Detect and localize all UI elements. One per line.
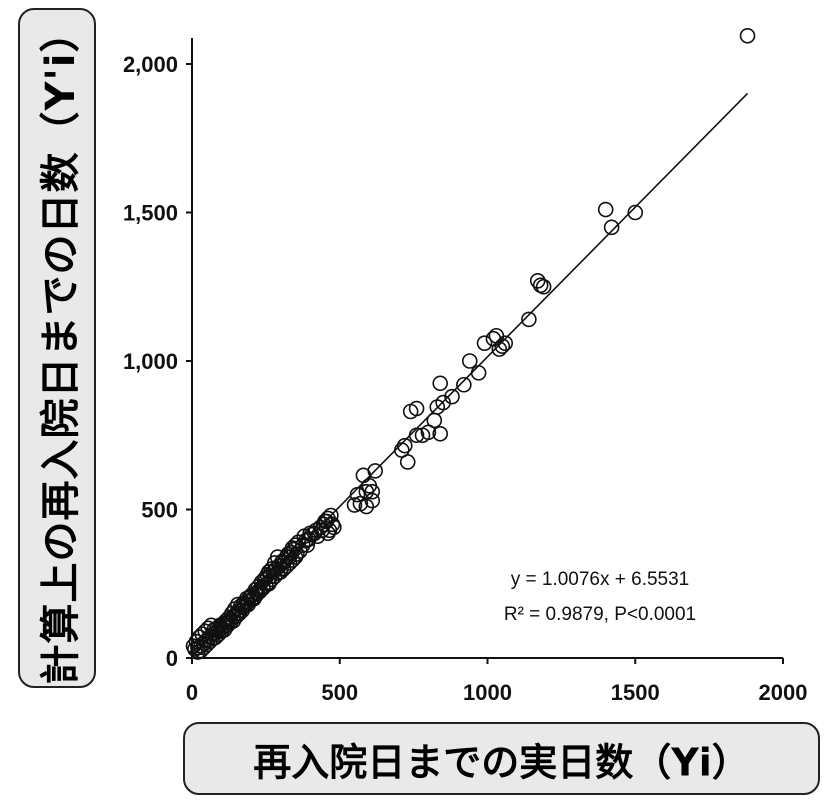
data-point	[456, 376, 472, 393]
data-point	[355, 467, 372, 484]
data-point	[278, 558, 295, 574]
data-point	[521, 311, 537, 328]
data-point	[324, 516, 341, 533]
data-point	[272, 564, 289, 580]
data-point	[243, 592, 259, 608]
data-point	[295, 537, 311, 553]
scatter-plot: 0 500 1000 1500 2000 0 500 1,000 1,500 2,000 y = …	[123, 27, 808, 705]
x-tick-label: 500	[321, 680, 358, 705]
r2-label: R² = 0.9879, P<0.0001	[504, 604, 696, 625]
data-point	[300, 531, 317, 548]
data-points	[185, 27, 756, 660]
data-point	[402, 403, 419, 420]
data-point	[497, 335, 514, 351]
y-tick-label: 2,000	[123, 52, 178, 77]
data-point	[529, 273, 546, 289]
tick-labels: 0 500 1000 1500 2000 0 500 1,000 1,500 2,000	[123, 52, 808, 705]
x-tick-label: 1500	[611, 680, 660, 705]
data-point	[196, 639, 212, 656]
data-point	[399, 454, 416, 470]
y-tick-label: 500	[141, 498, 178, 523]
data-point	[346, 497, 363, 513]
data-point	[193, 642, 209, 659]
data-point	[476, 335, 493, 351]
data-point	[228, 608, 245, 625]
data-point	[315, 516, 332, 533]
data-point	[252, 583, 268, 599]
data-point	[432, 375, 449, 392]
data-point	[364, 492, 381, 509]
data-point	[249, 586, 265, 602]
x-tick-label: 1000	[463, 680, 512, 705]
data-point	[284, 552, 301, 568]
data-point	[396, 437, 413, 454]
data-point	[627, 204, 644, 221]
fit-line	[191, 92, 749, 657]
data-point	[432, 425, 449, 442]
equation-label: y = 1.0076x + 6.5531	[511, 569, 690, 590]
y-tick-label: 1,000	[123, 349, 178, 374]
data-point	[261, 574, 277, 591]
data-point	[271, 558, 287, 574]
data-point	[234, 602, 251, 619]
y-axis-label-box: 計算上の再入院日までの日数（Y'i）	[18, 8, 96, 688]
data-point	[281, 555, 298, 571]
data-point	[414, 427, 431, 444]
data-point	[603, 219, 620, 236]
data-point	[358, 498, 375, 515]
data-point	[275, 561, 292, 577]
data-point	[597, 201, 614, 218]
y-tick-label: 1,500	[123, 201, 178, 226]
data-point	[312, 519, 329, 536]
data-point	[491, 341, 508, 357]
data-point	[246, 589, 262, 605]
data-point	[535, 278, 552, 295]
data-point	[255, 580, 271, 597]
data-point	[258, 577, 274, 594]
x-axis-label: 再入院日までの実日数（Yi）	[253, 740, 750, 784]
y-tick-label: 0	[166, 646, 178, 671]
x-axis-label-box: 再入院日までの実日数（Yi）	[183, 722, 820, 795]
x-tick-label: 2000	[759, 680, 808, 705]
data-point	[494, 338, 511, 354]
axes	[186, 38, 784, 664]
x-tick-label: 0	[186, 680, 198, 705]
data-point	[461, 353, 478, 369]
fit-line-group	[191, 92, 749, 657]
data-point	[364, 483, 381, 500]
data-point	[470, 365, 487, 381]
data-point	[739, 27, 756, 44]
data-point	[306, 525, 323, 542]
data-point	[287, 549, 304, 565]
